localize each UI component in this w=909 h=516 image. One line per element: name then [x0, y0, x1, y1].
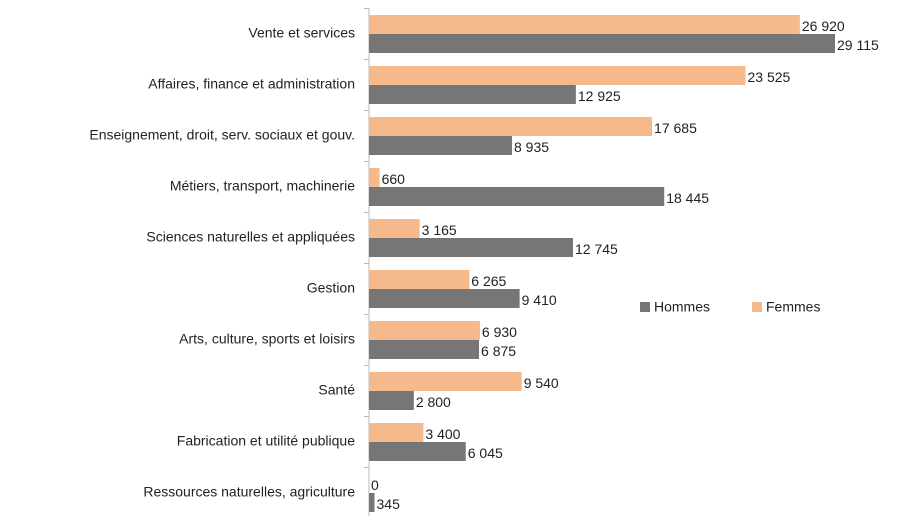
bar	[369, 391, 414, 410]
value-label: 18 445	[666, 190, 709, 206]
value-label: 2 800	[416, 394, 451, 410]
bar	[369, 238, 573, 257]
bar	[369, 15, 800, 34]
legend-label: Femmes	[766, 299, 820, 315]
legend-label: Hommes	[654, 299, 710, 315]
value-label: 9 410	[522, 292, 557, 308]
value-label: 3 400	[425, 426, 460, 442]
category-label: Santé	[318, 382, 355, 398]
legend-swatch	[752, 302, 762, 312]
bar	[369, 340, 480, 359]
category-label: Métiers, transport, machinerie	[170, 178, 355, 194]
category-label: Vente et services	[248, 25, 355, 41]
category-label: Sciences naturelles et appliquées	[146, 229, 355, 245]
bar	[369, 321, 480, 340]
category-label: Fabrication et utilité publique	[177, 433, 355, 449]
bar	[369, 372, 522, 391]
bar	[369, 34, 835, 53]
value-label: 12 745	[575, 241, 618, 257]
value-label: 8 935	[514, 139, 549, 155]
value-label: 12 925	[578, 88, 621, 104]
bar	[369, 66, 746, 85]
value-label: 345	[377, 496, 401, 512]
value-label: 6 930	[482, 324, 517, 340]
bar	[369, 289, 520, 308]
bar	[369, 136, 513, 155]
bar	[369, 423, 424, 442]
value-label: 29 115	[837, 37, 879, 53]
category-label: Enseignement, droit, serv. sociaux et go…	[89, 127, 355, 143]
value-label: 6 875	[481, 343, 516, 359]
bar	[369, 270, 470, 289]
bar	[369, 168, 380, 187]
value-label: 17 685	[654, 120, 697, 136]
value-label: 6 265	[471, 273, 506, 289]
value-label: 660	[382, 171, 406, 187]
value-label: 9 540	[524, 375, 559, 391]
category-label: Affaires, finance et administration	[148, 76, 355, 92]
bar	[369, 219, 420, 238]
value-label: 26 920	[802, 18, 845, 34]
value-label: 6 045	[468, 445, 503, 461]
bar	[369, 493, 375, 512]
bar	[369, 187, 665, 206]
bar	[369, 85, 576, 104]
category-label: Ressources naturelles, agriculture	[143, 484, 355, 500]
bar	[369, 117, 653, 136]
legend-swatch	[640, 302, 650, 312]
value-label: 3 165	[422, 222, 457, 238]
value-label: 23 525	[748, 69, 791, 85]
category-label: Gestion	[307, 280, 355, 296]
category-label: Arts, culture, sports et loisirs	[179, 331, 355, 347]
bar	[369, 442, 466, 461]
value-label: 0	[371, 477, 379, 493]
